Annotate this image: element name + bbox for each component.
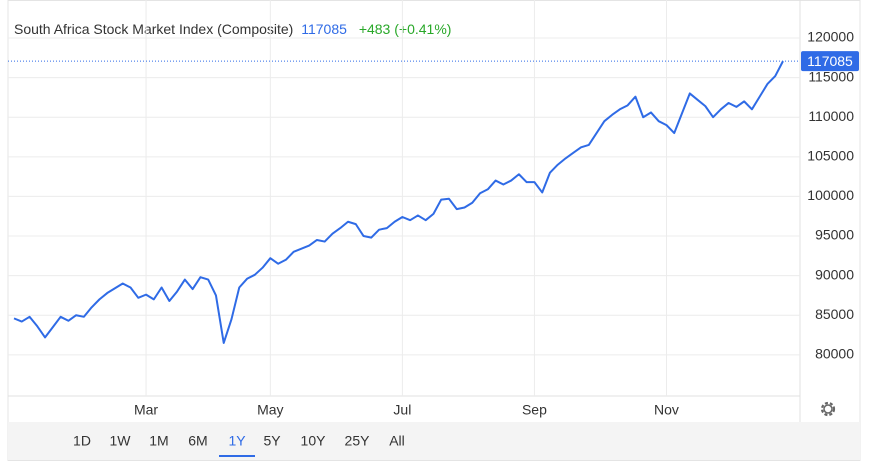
range-bar xyxy=(8,422,860,460)
chart-title: South Africa Stock Market Index (Composi… xyxy=(14,21,293,37)
y-tick-label: 95000 xyxy=(815,227,854,243)
x-tick-label: May xyxy=(257,402,283,418)
y-tick-label: 120000 xyxy=(807,29,854,45)
range-button-label[interactable]: 25Y xyxy=(345,433,371,449)
x-tick-label: Nov xyxy=(654,402,679,418)
title-price: 117085 xyxy=(301,21,347,37)
y-tick-label: 90000 xyxy=(815,266,854,282)
gear-ring xyxy=(823,404,833,414)
y-tick-label: 110000 xyxy=(808,108,854,124)
price-line xyxy=(13,60,784,344)
x-tick-label: Jul xyxy=(393,402,411,418)
range-button[interactable]: 5Y xyxy=(263,433,281,449)
range-button-label[interactable]: 1D xyxy=(73,433,91,449)
chart-frame xyxy=(7,0,861,461)
y-tick-label: 105000 xyxy=(807,148,854,164)
range-button-label[interactable]: 6M xyxy=(188,433,207,449)
range-button-label[interactable]: 10Y xyxy=(301,433,327,449)
range-button-label[interactable]: 5Y xyxy=(263,433,281,449)
y-tick-label: 115000 xyxy=(808,68,854,84)
range-button[interactable]: 6M xyxy=(188,433,207,449)
range-button-label[interactable]: 1Y xyxy=(228,433,246,449)
title-change: +483 (+0.41%) xyxy=(359,21,452,37)
range-button-label[interactable]: 1M xyxy=(149,433,168,449)
range-button[interactable]: 1Y xyxy=(219,433,255,457)
range-button[interactable]: 1W xyxy=(110,433,132,449)
range-button[interactable]: 25Y xyxy=(345,433,371,449)
range-button[interactable]: All xyxy=(389,433,405,449)
gear-icon[interactable] xyxy=(820,401,836,417)
range-button[interactable]: 10Y xyxy=(301,433,327,449)
range-button[interactable]: 1M xyxy=(149,433,168,449)
chart-title-row: South Africa Stock Market Index (Composi… xyxy=(14,21,451,37)
y-tick-label: 85000 xyxy=(815,306,854,322)
price-tag xyxy=(801,51,859,72)
x-tick-label: Mar xyxy=(134,402,158,418)
y-tick-label: 100000 xyxy=(807,187,854,203)
grid xyxy=(8,0,800,396)
gear-teeth xyxy=(820,401,836,417)
range-button-label[interactable]: 1W xyxy=(110,433,132,449)
x-tick-label: Sep xyxy=(522,402,547,418)
range-button-label[interactable]: All xyxy=(389,433,405,449)
range-button[interactable]: 1D xyxy=(73,433,91,449)
y-tick-label: 80000 xyxy=(815,346,854,362)
price-tag-label: 117085 xyxy=(807,53,853,69)
